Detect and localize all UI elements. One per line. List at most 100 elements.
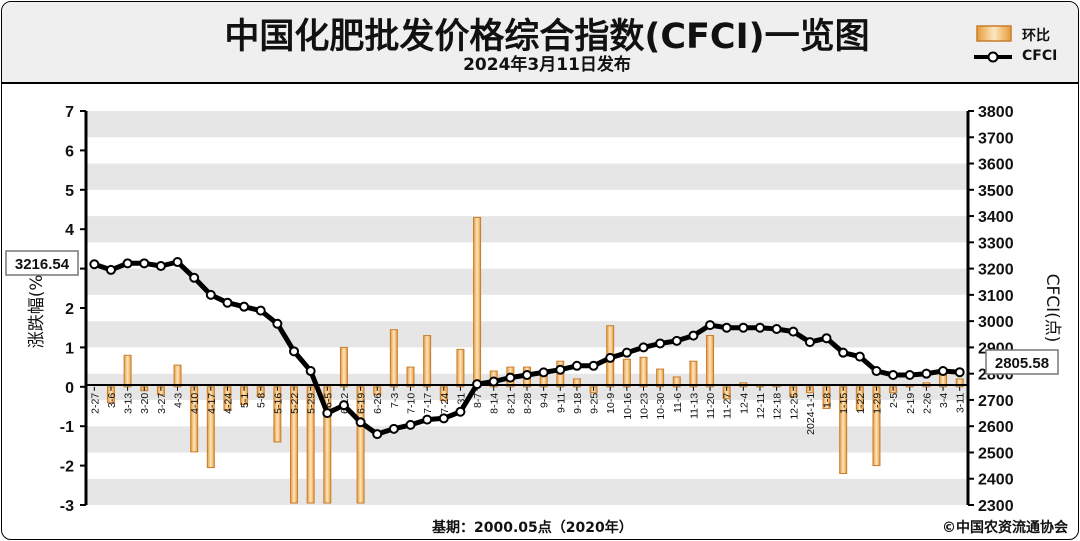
x-tick-label-9-25: 9-25 — [589, 393, 601, 414]
x-tick-label-12-18: 12-18 — [772, 393, 784, 420]
x-tick-label-1-22: 1-22 — [855, 393, 867, 414]
left-tick-label: 7 — [65, 104, 74, 121]
bar-7-10 — [406, 366, 415, 388]
grid-band — [86, 321, 968, 348]
right-tick-label: 2500 — [978, 445, 1014, 462]
x-tick-label-6-19: 6-19 — [356, 393, 368, 414]
grid-band — [86, 189, 968, 217]
cfci-point-2-5 — [888, 369, 899, 380]
x-tick-label-7-3: 7-3 — [389, 393, 401, 408]
x-tick-label-7-10: 7-10 — [406, 393, 418, 414]
left-tick-label: 6 — [65, 143, 74, 160]
cfci-point-8-28 — [522, 369, 532, 380]
x-tick-label-11-13: 11-13 — [688, 393, 700, 419]
x-tick-label-8-28: 8-28 — [522, 393, 534, 414]
x-tick-label-9-11: 9-11 — [555, 393, 567, 413]
x-tick-label-1-29: 1-29 — [871, 393, 883, 414]
x-tick-label-5-16: 5-16 — [272, 393, 284, 414]
end-value-callout: 2805.58 — [985, 349, 1059, 375]
x-tick-label-11-27: 11-27 — [722, 393, 734, 419]
chart-subtitle: 2024年3月11日发布 — [463, 55, 631, 75]
x-tick-label-8-21: 8-21 — [505, 393, 517, 414]
cfci-point-5-22 — [289, 346, 300, 357]
grid-band — [86, 216, 968, 243]
x-tick-label-5-8: 5-8 — [256, 393, 268, 408]
grid-bands — [86, 111, 968, 505]
x-tick-label-9-4: 9-4 — [539, 393, 551, 408]
cfci-point-1-22 — [854, 351, 865, 362]
cfci-point-3-4 — [938, 366, 949, 377]
bar-10-23 — [639, 356, 648, 388]
grid-band — [86, 268, 968, 295]
x-tick-label-10-9: 10-9 — [605, 393, 617, 414]
cfci-point-11-27 — [721, 322, 732, 333]
cfci-point-6-12 — [338, 400, 349, 411]
cfci-point-4-3 — [172, 257, 183, 268]
x-tick-label-3-27: 3-27 — [156, 393, 168, 414]
cfci-point-10-23 — [638, 342, 649, 353]
right-tick-label: 3400 — [978, 209, 1014, 226]
x-tick-label-12-11: 12-11 — [755, 393, 767, 419]
cfci-point-6-26 — [372, 429, 383, 440]
cfci-point-12-18 — [771, 324, 782, 335]
cfci-point-1-29 — [871, 366, 882, 377]
x-axis-ticks: 2-27 3-6 3-13 3-20 3-27 4-3 4-10 4-17 4-24 5-1 5-8… — [89, 386, 967, 435]
x-tick-label-10-16: 10-16 — [622, 393, 634, 420]
x-tick-label-11-20: 11-20 — [705, 393, 717, 419]
x-tick-label-12-4: 12-4 — [738, 393, 750, 414]
x-tick-label-10-30: 10-30 — [655, 393, 667, 420]
legend-bar-swatch — [976, 25, 1012, 42]
bar-11-13 — [689, 360, 698, 388]
cfci-point-11-20 — [705, 320, 716, 331]
cfci-point-2-27 — [89, 259, 100, 270]
start-value-label: 3216.54 — [15, 256, 70, 273]
cfci-point-5-1 — [239, 301, 250, 312]
x-tick-label-8-7: 8-7 — [472, 393, 484, 408]
right-tick-label: 3000 — [978, 314, 1014, 331]
bar-7-3 — [389, 329, 398, 388]
x-tick-label-3-20: 3-20 — [139, 393, 151, 414]
right-tick-label: 3600 — [978, 157, 1014, 174]
cfci-point-1-8 — [821, 333, 832, 344]
x-tick-label-7-24: 7-24 — [439, 393, 451, 414]
cfci-point-2024-1-1 — [804, 337, 815, 348]
cfci-point-6-19 — [355, 417, 366, 428]
legend-line-marker — [987, 51, 999, 63]
cfci-point-8-14 — [488, 376, 499, 387]
cfci-point-12-25 — [788, 326, 799, 337]
cfci-point-5-29 — [305, 366, 316, 377]
grid-band — [86, 399, 968, 427]
chart-title: 中国化肥批发价格综合指数(CFCI)一览图 — [224, 17, 870, 57]
cfci-point-8-7 — [472, 379, 483, 390]
grid-band — [86, 111, 968, 138]
footer-base-note: 基期：2000.05点（2020年） — [432, 520, 633, 536]
x-tick-label-3-4: 3-4 — [938, 393, 950, 408]
right-tick-label: 2400 — [978, 472, 1014, 489]
right-tick-label: 2600 — [978, 419, 1014, 436]
cfci-point-11-13 — [688, 330, 699, 341]
right-tick-label: 3800 — [978, 104, 1014, 121]
x-tick-label-10-23: 10-23 — [638, 393, 650, 420]
right-axis-ticks: 2300240025002600270028002900300031003200… — [968, 104, 1014, 515]
cfci-point-8-21 — [505, 372, 516, 383]
grid-band — [86, 137, 968, 164]
x-tick-label-2-19: 2-19 — [905, 393, 917, 414]
left-tick-label: 4 — [65, 222, 74, 239]
legend-label-line: CFCI — [1022, 48, 1058, 64]
x-tick-label-12-25: 12-25 — [788, 393, 800, 420]
left-tick-label: 0 — [65, 380, 74, 397]
right-tick-label: 2700 — [978, 393, 1014, 410]
cfci-point-7-31 — [455, 406, 466, 417]
x-tick-label-2024-1-1: 2024-1-1 — [805, 393, 817, 435]
cfci-point-3-13 — [122, 258, 133, 269]
left-axis-ticks: -3-2-101234567 — [60, 104, 86, 515]
cfci-point-6-5 — [322, 408, 333, 419]
cfci-point-5-8 — [255, 305, 266, 316]
right-tick-label: 3500 — [978, 183, 1014, 200]
cfci-point-1-15 — [838, 347, 849, 358]
cfci-point-9-4 — [538, 367, 549, 378]
grid-band — [86, 452, 968, 479]
grid-band — [86, 294, 968, 322]
x-tick-label-8-14: 8-14 — [489, 393, 501, 414]
